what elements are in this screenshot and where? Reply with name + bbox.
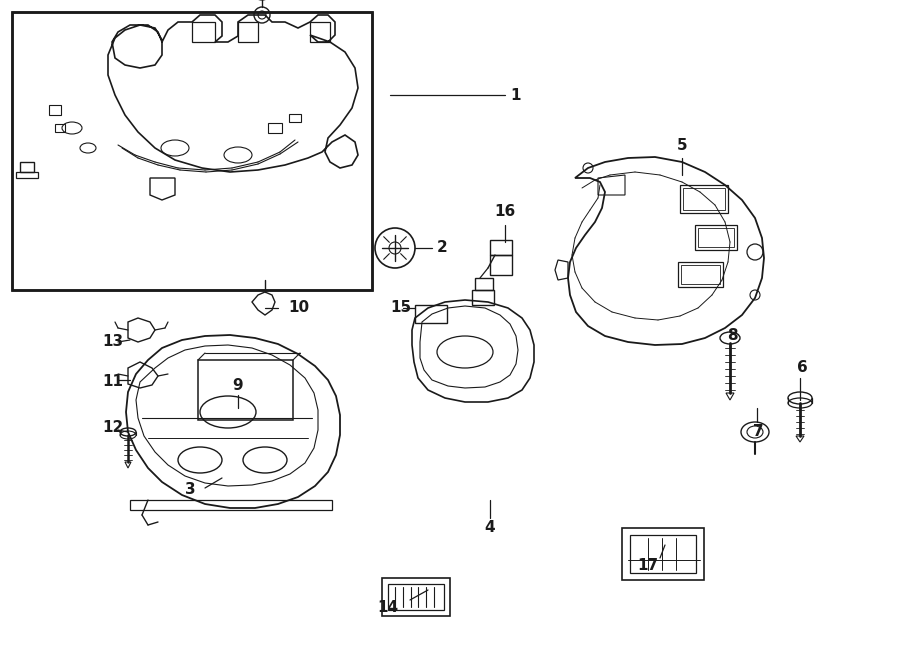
Bar bbox=[678, 262, 723, 287]
Bar bbox=[388, 584, 444, 610]
Bar bbox=[415, 305, 447, 323]
Bar bbox=[289, 114, 301, 122]
Text: 2: 2 bbox=[437, 241, 448, 256]
Bar bbox=[680, 185, 728, 213]
Bar bbox=[20, 162, 34, 172]
Bar bbox=[472, 290, 494, 305]
Bar bbox=[681, 265, 720, 284]
Text: 5: 5 bbox=[677, 137, 688, 153]
Text: 13: 13 bbox=[102, 334, 123, 350]
Text: 17: 17 bbox=[637, 557, 659, 572]
Text: 9: 9 bbox=[233, 377, 243, 393]
Bar bbox=[16, 172, 38, 178]
Bar bbox=[695, 225, 737, 250]
Bar bbox=[12, 12, 372, 290]
Text: 6: 6 bbox=[796, 360, 807, 375]
Text: 15: 15 bbox=[390, 301, 411, 315]
Bar bbox=[49, 105, 61, 115]
Text: 16: 16 bbox=[494, 204, 516, 219]
Bar bbox=[698, 228, 734, 247]
Bar bbox=[490, 240, 512, 255]
Bar bbox=[622, 528, 704, 580]
Text: 7: 7 bbox=[752, 424, 763, 440]
Text: 3: 3 bbox=[185, 483, 195, 498]
Bar bbox=[268, 123, 282, 133]
Bar bbox=[12, 12, 372, 290]
Bar bbox=[683, 188, 725, 210]
Text: 8: 8 bbox=[726, 327, 737, 342]
Bar bbox=[630, 535, 696, 573]
Text: 1: 1 bbox=[510, 87, 520, 102]
Text: 12: 12 bbox=[102, 420, 123, 436]
Text: 14: 14 bbox=[377, 600, 399, 615]
Bar bbox=[475, 278, 493, 290]
Bar bbox=[198, 360, 293, 420]
Bar bbox=[382, 578, 450, 616]
Text: 11: 11 bbox=[102, 375, 123, 389]
Bar bbox=[490, 255, 512, 275]
Bar bbox=[55, 124, 65, 132]
Text: 10: 10 bbox=[288, 301, 309, 315]
Text: 4: 4 bbox=[485, 520, 495, 535]
